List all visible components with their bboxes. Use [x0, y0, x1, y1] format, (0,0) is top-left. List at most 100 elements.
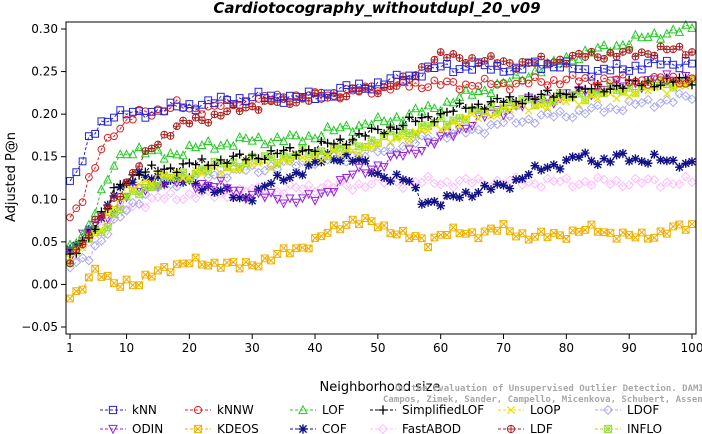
- data-point: [430, 233, 439, 242]
- data-point: [602, 404, 614, 416]
- data-point: [116, 282, 125, 291]
- data-point: [512, 232, 520, 241]
- data-point: [197, 154, 207, 164]
- data-point: [84, 231, 93, 240]
- data-point: [506, 424, 516, 434]
- data-point: [460, 173, 471, 184]
- data-point: [443, 231, 451, 239]
- data-point: [473, 85, 484, 95]
- data-point: [122, 192, 131, 201]
- data-point: [455, 229, 464, 238]
- data-point: [66, 213, 74, 222]
- data-point: [216, 176, 226, 186]
- data-point: [537, 65, 546, 74]
- data-point: [543, 163, 552, 172]
- data-point: [229, 166, 238, 175]
- data-point: [210, 258, 219, 267]
- data-point: [637, 48, 646, 57]
- data-point: [317, 232, 326, 241]
- data-point: [575, 49, 583, 58]
- data-point: [335, 177, 346, 187]
- data-point: [543, 85, 552, 95]
- data-point: [190, 193, 201, 203]
- data-point: [203, 136, 213, 146]
- data-point: [674, 88, 685, 99]
- data-point: [429, 178, 440, 189]
- data-point: [108, 405, 118, 415]
- watermark-line-2: On the Evaluation of Unsupervised Outlie…: [395, 383, 702, 394]
- data-point: [661, 95, 672, 106]
- data-point: [147, 145, 157, 155]
- data-point: [373, 111, 383, 121]
- data-point: [204, 118, 213, 127]
- data-point: [581, 74, 590, 82]
- data-point: [637, 32, 647, 42]
- data-point: [399, 133, 407, 142]
- data-point: [612, 59, 621, 68]
- data-point: [121, 149, 132, 159]
- data-point: [636, 97, 647, 108]
- data-point: [386, 229, 395, 238]
- data-point: [122, 115, 131, 124]
- data-point: [254, 87, 263, 96]
- data-point: [442, 107, 452, 117]
- data-point: [499, 220, 508, 228]
- data-point: [618, 83, 628, 93]
- data-point: [198, 165, 206, 174]
- data-point: [204, 261, 213, 270]
- data-point: [631, 233, 640, 242]
- data-point: [600, 64, 608, 73]
- data-point: [278, 199, 289, 209]
- data-point: [354, 163, 364, 173]
- data-point: [147, 174, 157, 184]
- data-point: [311, 234, 319, 242]
- data-point: [373, 223, 382, 232]
- series-knn: [66, 55, 696, 185]
- data-point: [360, 182, 371, 193]
- data-point: [380, 221, 389, 230]
- series-lof: [65, 19, 697, 249]
- data-point: [354, 120, 364, 130]
- data-point: [524, 91, 534, 101]
- legend-label: INFLO: [627, 422, 662, 434]
- data-point: [480, 85, 490, 95]
- data-point: [668, 155, 678, 165]
- data-point: [329, 125, 339, 135]
- data-point: [505, 92, 515, 102]
- data-point: [204, 166, 213, 175]
- data-point: [430, 64, 439, 72]
- data-point: [499, 97, 508, 107]
- data-point: [311, 95, 319, 104]
- data-point: [599, 174, 609, 185]
- data-point: [297, 194, 308, 204]
- data-point: [304, 190, 314, 200]
- data-point: [154, 140, 162, 149]
- data-point: [210, 160, 219, 170]
- data-point: [385, 152, 396, 162]
- data-point: [663, 89, 671, 98]
- data-point: [443, 60, 451, 68]
- data-point: [241, 133, 251, 143]
- data-point: [611, 175, 622, 186]
- data-point: [122, 275, 131, 284]
- legend-label: COF: [322, 422, 347, 434]
- data-point: [467, 192, 477, 202]
- data-point: [66, 294, 74, 303]
- data-point: [681, 72, 691, 82]
- data-point: [329, 139, 339, 149]
- x-tick-label: 100: [681, 341, 702, 355]
- data-point: [348, 84, 357, 93]
- data-point: [480, 104, 490, 114]
- data-point: [606, 66, 615, 75]
- data-point: [637, 228, 646, 237]
- data-point: [134, 199, 145, 209]
- data-point: [366, 179, 377, 190]
- data-point: [292, 92, 301, 101]
- data-point: [411, 232, 420, 240]
- legend-item-knnw: kNNW: [185, 403, 254, 417]
- data-point: [317, 88, 326, 97]
- data-point: [147, 272, 156, 281]
- data-point: [480, 57, 489, 65]
- data-point: [480, 181, 490, 191]
- data-point: [216, 169, 225, 178]
